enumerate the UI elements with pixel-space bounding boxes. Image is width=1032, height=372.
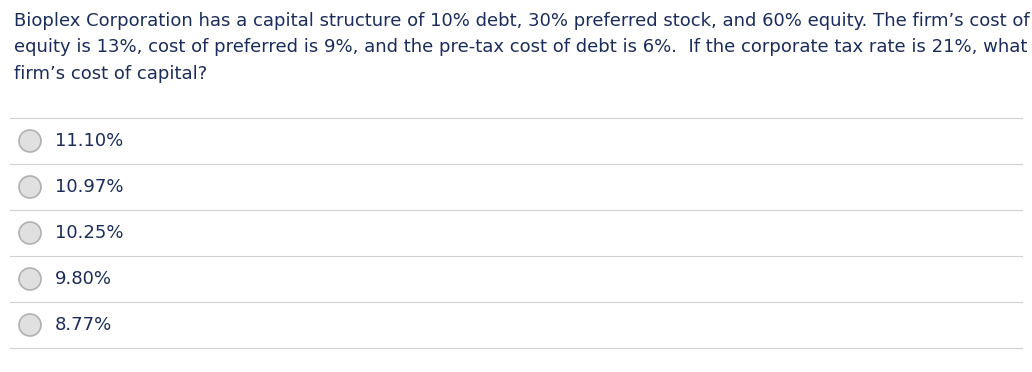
Ellipse shape (19, 222, 41, 244)
Ellipse shape (19, 268, 41, 290)
Text: 9.80%: 9.80% (55, 270, 112, 288)
Text: 11.10%: 11.10% (55, 132, 123, 150)
Text: Bioplex Corporation has a capital structure of 10% debt, 30% preferred stock, an: Bioplex Corporation has a capital struct… (14, 12, 1032, 83)
Text: 10.25%: 10.25% (55, 224, 124, 242)
Ellipse shape (19, 130, 41, 152)
Text: 10.97%: 10.97% (55, 178, 124, 196)
Ellipse shape (19, 176, 41, 198)
Text: 8.77%: 8.77% (55, 316, 112, 334)
Ellipse shape (19, 314, 41, 336)
